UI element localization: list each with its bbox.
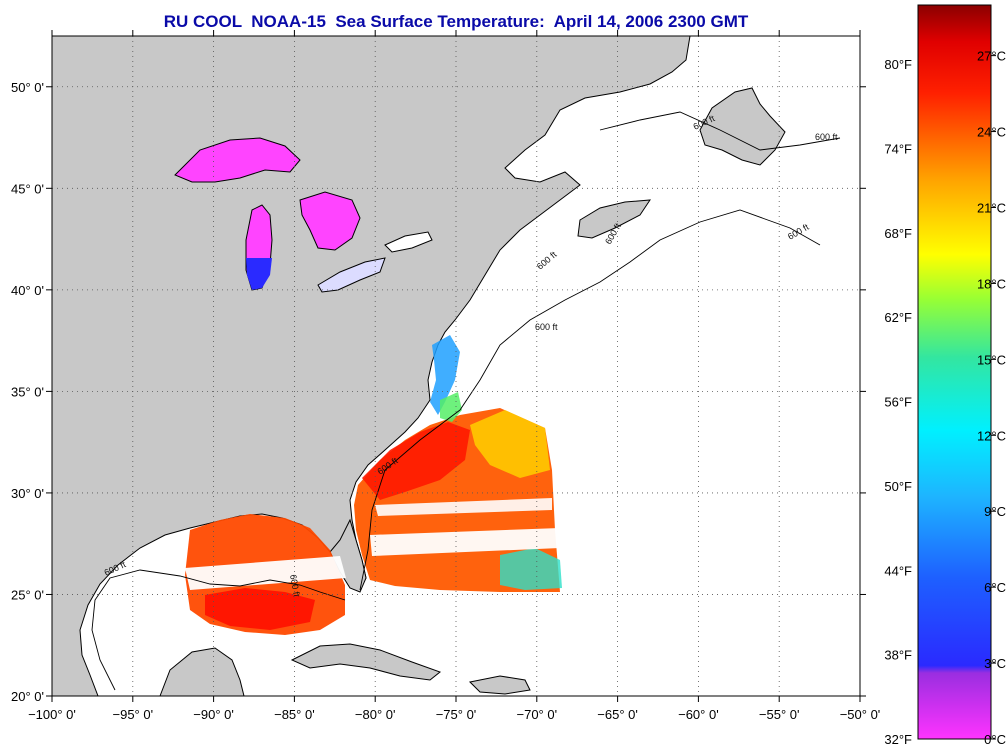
colorbar-celsius-label: 6°C — [984, 580, 1006, 595]
colorbar-celsius-label: 12°C — [977, 428, 1006, 443]
contour-label: 600 ft — [535, 322, 558, 332]
cloud-gap-atlantic — [370, 528, 560, 556]
colorbar-fahrenheit-label: 56°F — [884, 395, 912, 410]
colorbar-celsius-labels: 27°C 24°C 21°C 18°C 15°C 12°C 9°C 6°C 3°C 0°C — [977, 49, 1006, 747]
lat-tick-label: 35° 0' — [11, 384, 44, 399]
cuba-land — [290, 643, 442, 681]
colorbar-celsius-label: 15°C — [977, 352, 1006, 367]
colorbar-gradient — [917, 4, 992, 740]
isobath-600ft-atlantic — [359, 209, 821, 591]
colorbar-fahrenheit-label: 50°F — [884, 479, 912, 494]
colorbar-fahrenheit-label: 62°F — [884, 310, 912, 325]
lat-tick-label: 20° 0' — [11, 689, 44, 704]
axis-ticks: −100° 0' −95° 0' −90° 0' −85° 0' −80° 0' −75°… — [11, 30, 880, 722]
lon-tick-label: −65° 0' — [597, 707, 638, 722]
colorbar-fahrenheit-label: 74°F — [884, 141, 912, 156]
isobath-600ft-north — [599, 111, 841, 151]
lon-tick-label: −85° 0' — [274, 707, 315, 722]
lat-tick-label: 45° 0' — [11, 181, 44, 196]
colorbar-celsius-label: 21°C — [977, 200, 1006, 215]
sst-midatlantic-green — [440, 392, 462, 422]
nova-scotia-land — [577, 199, 651, 239]
map-layer — [52, 36, 841, 696]
colorbar-celsius-label: 24°C — [977, 125, 1006, 140]
lake-huron — [299, 191, 361, 251]
lon-tick-label: −90° 0' — [193, 707, 234, 722]
lon-tick-label: −70° 0' — [517, 707, 558, 722]
hispaniola-land — [468, 675, 531, 695]
isobath-600ft-gulf — [91, 569, 346, 691]
map-title: RU COOL NOAA-15 Sea Surface Temperature:… — [163, 12, 749, 31]
colorbar-celsius-label: 9°C — [984, 504, 1006, 519]
lake-superior — [174, 137, 301, 183]
newfoundland-land — [699, 87, 786, 166]
colorbar-fahrenheit-label: 32°F — [884, 732, 912, 747]
lon-tick-label: −80° 0' — [355, 707, 396, 722]
colorbar-celsius-label: 27°C — [977, 49, 1006, 64]
lake-ontario — [384, 231, 433, 253]
sst-midatlantic-coast — [430, 335, 460, 415]
lon-tick-label: −75° 0' — [436, 707, 477, 722]
colorbar-fahrenheit-label: 44°F — [884, 563, 912, 578]
sst-offshore-cyan — [500, 548, 562, 590]
yucatan-land — [159, 647, 245, 696]
lon-tick-label: −60° 0' — [678, 707, 719, 722]
cloud-gap-atlantic-2 — [375, 498, 552, 516]
lake-erie — [317, 257, 386, 293]
colorbar-fahrenheit-labels: 80°F 74°F 68°F 62°F 56°F 50°F 44°F 38°F 32°F — [884, 57, 912, 747]
colorbar: 80°F 74°F 68°F 62°F 56°F 50°F 44°F 38°F 32°F 27°… — [884, 4, 1006, 747]
north-america-land — [52, 36, 691, 696]
sst-gulf-red — [205, 588, 315, 630]
colorbar-fahrenheit-label: 80°F — [884, 57, 912, 72]
lat-tick-label: 40° 0' — [11, 283, 44, 298]
lon-tick-label: −95° 0' — [113, 707, 154, 722]
sst-offshore-yellow — [470, 410, 550, 478]
lon-tick-label: −100° 0' — [28, 707, 76, 722]
lat-tick-label: 30° 0' — [11, 486, 44, 501]
lat-tick-label: 50° 0' — [11, 80, 44, 95]
lon-tick-label: −55° 0' — [759, 707, 800, 722]
colorbar-fahrenheit-label: 68°F — [884, 226, 912, 241]
sst-shelf-red — [362, 422, 470, 500]
colorbar-celsius-label: 0°C — [984, 732, 1006, 747]
plot-frame — [51, 35, 861, 697]
lon-tick-label: −50° 0' — [840, 707, 881, 722]
colorbar-celsius-label: 3°C — [984, 656, 1006, 671]
contour-label: 600 ft — [288, 574, 302, 598]
lat-tick-label: 25° 0' — [11, 587, 44, 602]
cloud-gap-gulf — [185, 556, 346, 590]
lake-michigan-south — [246, 258, 272, 290]
colorbar-fahrenheit-label: 38°F — [884, 648, 912, 663]
colorbar-celsius-label: 18°C — [977, 276, 1006, 291]
contour-label: 600 ft — [815, 132, 838, 142]
graticule — [52, 36, 860, 696]
